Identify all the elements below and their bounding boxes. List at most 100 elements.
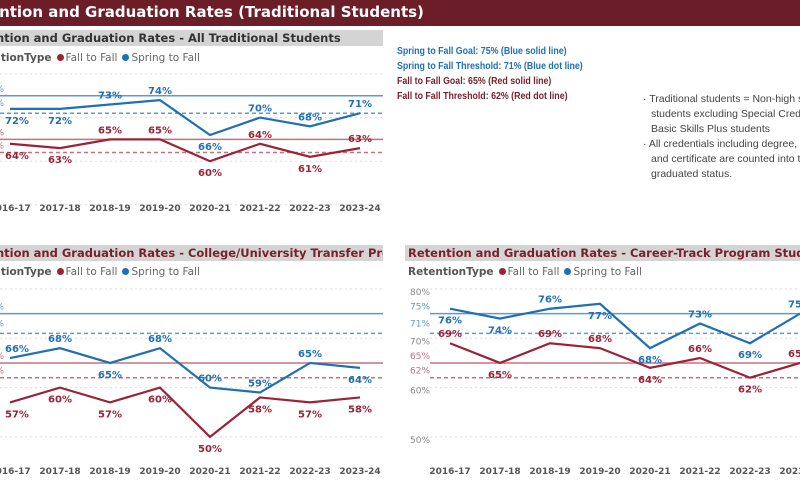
reference-label: 65% bbox=[410, 352, 430, 362]
data-label: 72% bbox=[48, 116, 72, 127]
data-label: 65% bbox=[788, 349, 800, 360]
chart1-title-bar: Retention and Graduation Rates - All Tra… bbox=[0, 30, 383, 46]
x-tick-label: 2021-22 bbox=[239, 204, 280, 214]
reference-label: 62% bbox=[0, 141, 4, 151]
dashboard-header: Retention and Graduation Rates (Traditio… bbox=[0, 0, 800, 26]
goal-line-4: Fall to Fall Threshold: 62% (Red dot lin… bbox=[397, 90, 568, 102]
reference-label: 75% bbox=[0, 85, 4, 95]
data-label: 50% bbox=[198, 444, 222, 455]
data-label: 66% bbox=[688, 344, 712, 355]
data-label: 64% bbox=[5, 151, 29, 162]
y-tick-label: 70% bbox=[410, 337, 430, 347]
data-label: 68% bbox=[298, 112, 322, 123]
note-item: All credentials including degree, diplom… bbox=[643, 137, 800, 182]
legend-fall-to-fall[interactable]: Fall to Fall bbox=[65, 266, 118, 278]
data-label: 69% bbox=[738, 350, 762, 361]
data-label: 74% bbox=[488, 326, 512, 337]
reference-label: 62% bbox=[410, 367, 430, 377]
data-label: 73% bbox=[98, 91, 122, 102]
reference-label: 71% bbox=[0, 99, 4, 109]
dashboard-title: Retention and Graduation Rates (Traditio… bbox=[0, 3, 424, 21]
chart2-title-bar: Retention and Graduation Rates - College… bbox=[0, 245, 383, 261]
x-tick-label: 2018-19 bbox=[89, 467, 130, 477]
data-label: 63% bbox=[48, 155, 72, 166]
spring-to-fall-dot-icon bbox=[122, 268, 130, 275]
x-tick-label: 2020-21 bbox=[189, 467, 230, 477]
data-label: 65% bbox=[98, 370, 122, 381]
data-label: 68% bbox=[48, 334, 72, 345]
legend-spring-to-fall[interactable]: Spring to Fall bbox=[573, 266, 642, 278]
chart1-title: Retention and Graduation Rates - All Tra… bbox=[0, 31, 341, 45]
data-label: 57% bbox=[5, 409, 29, 420]
reference-label: 65% bbox=[0, 128, 4, 138]
data-label: 71% bbox=[348, 99, 372, 110]
x-tick-label: 2018-19 bbox=[529, 467, 570, 477]
x-tick-label: 2018-19 bbox=[89, 204, 130, 214]
x-tick-label: 2020-21 bbox=[189, 204, 230, 214]
x-tick-label: 2019-20 bbox=[579, 467, 620, 477]
data-label: 58% bbox=[348, 404, 372, 415]
data-label: 65% bbox=[298, 349, 322, 360]
series-line-spring-to-fall bbox=[9, 346, 361, 394]
legend-spring-to-fall[interactable]: Spring to Fall bbox=[131, 266, 200, 278]
data-label: 66% bbox=[5, 344, 29, 355]
data-label: 64% bbox=[638, 375, 662, 386]
data-label: 76% bbox=[538, 295, 562, 306]
legend-title: RetentionType bbox=[0, 266, 52, 278]
x-tick-label: 2022-23 bbox=[289, 204, 330, 214]
spring-to-fall-dot-icon bbox=[122, 54, 130, 61]
data-label: 66% bbox=[198, 142, 222, 153]
goal-line-3: Fall to Fall Goal: 65% (Red solid line) bbox=[397, 75, 552, 87]
data-label: 77% bbox=[588, 311, 612, 322]
data-label: 60% bbox=[198, 168, 222, 179]
data-label: 70% bbox=[248, 104, 272, 115]
chart2-legend[interactable]: RetentionType Fall to Fall Spring to Fall bbox=[0, 266, 200, 278]
chart3-title-bar: Retention and Graduation Rates - Career-… bbox=[405, 245, 800, 261]
data-label: 60% bbox=[48, 395, 72, 406]
note-item: Traditional students = Non-high school s… bbox=[643, 92, 800, 137]
chart3-legend[interactable]: RetentionType Fall to Fall Spring to Fall bbox=[408, 266, 642, 278]
data-label: 65% bbox=[148, 125, 172, 136]
x-tick-label: 2022-23 bbox=[729, 467, 770, 477]
legend-spring-to-fall[interactable]: Spring to Fall bbox=[131, 52, 200, 64]
spring-to-fall-dot-icon bbox=[564, 268, 572, 275]
data-label: 68% bbox=[638, 355, 662, 366]
data-label: 59% bbox=[248, 379, 272, 390]
series-line-spring-to-fall bbox=[10, 99, 361, 137]
data-label: 58% bbox=[248, 404, 272, 415]
data-label: 64% bbox=[348, 375, 372, 386]
data-label: 65% bbox=[98, 125, 122, 136]
chart2-title: Retention and Graduation Rates - College… bbox=[0, 246, 383, 260]
series-line-fall-to-fall bbox=[9, 138, 361, 163]
legend-fall-to-fall[interactable]: Fall to Fall bbox=[65, 52, 118, 64]
x-tick-label: 2023-24 bbox=[339, 467, 380, 477]
x-tick-label: 2023-24 bbox=[779, 467, 800, 477]
data-label: 65% bbox=[488, 370, 512, 381]
chart1-legend[interactable]: RetentionType Fall to Fall Spring to Fall bbox=[0, 52, 200, 64]
data-label: 75% bbox=[788, 300, 800, 311]
data-label: 60% bbox=[148, 395, 172, 406]
fall-to-fall-dot-icon bbox=[56, 268, 64, 275]
x-tick-label: 2017-18 bbox=[39, 467, 80, 477]
chart3-title: Retention and Graduation Rates - Career-… bbox=[408, 246, 800, 260]
x-tick-label: 2022-23 bbox=[289, 467, 330, 477]
reference-label: 75% bbox=[410, 303, 430, 313]
data-label: 63% bbox=[348, 134, 372, 145]
fall-to-fall-dot-icon bbox=[498, 268, 506, 275]
notes-list: Traditional students = Non-high school s… bbox=[643, 92, 800, 182]
reference-label: 71% bbox=[0, 319, 4, 329]
y-tick-label: 60% bbox=[410, 387, 430, 397]
data-label: 64% bbox=[248, 130, 272, 141]
data-label: 57% bbox=[298, 409, 322, 420]
goal-line-1: Spring to Fall Goal: 75% (Blue solid lin… bbox=[397, 45, 567, 57]
data-label: 60% bbox=[198, 374, 222, 385]
legend-fall-to-fall[interactable]: Fall to Fall bbox=[507, 266, 560, 278]
x-tick-label: 2021-22 bbox=[239, 467, 280, 477]
series-line-fall-to-fall bbox=[449, 342, 800, 379]
data-label: 72% bbox=[5, 116, 29, 127]
x-tick-label: 2016-17 bbox=[0, 204, 31, 214]
goals-legend: Spring to Fall Goal: 75% (Blue solid lin… bbox=[397, 44, 583, 104]
x-tick-label: 2016-17 bbox=[429, 467, 470, 477]
data-label: 62% bbox=[738, 385, 762, 396]
